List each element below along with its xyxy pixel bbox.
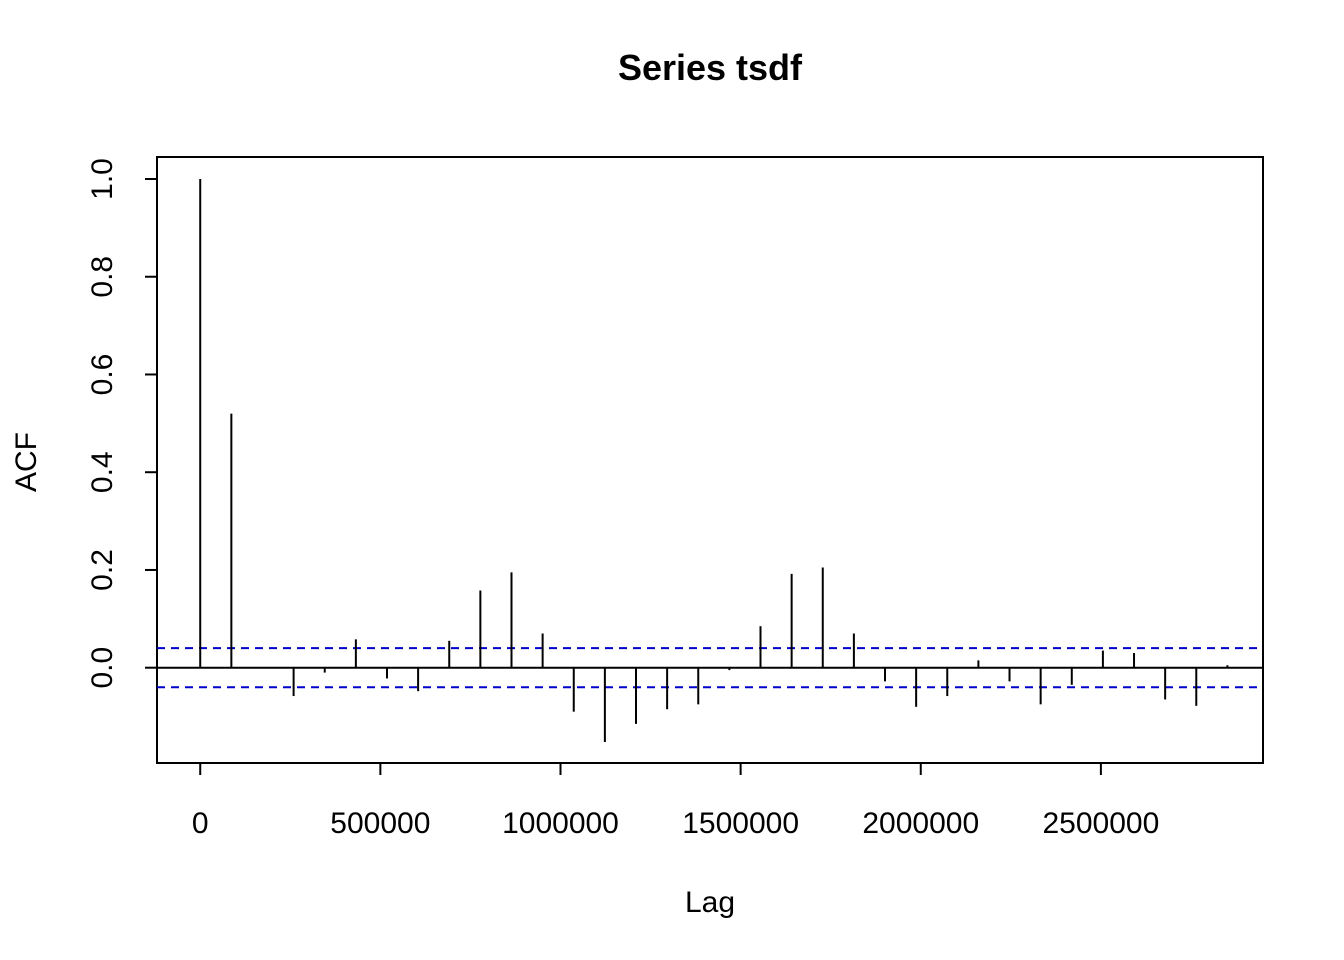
y-tick-label: 0.6 — [86, 354, 119, 396]
plot-area: 0 500000 1000000 1500000 2000000 2500000 0.0 0.… — [86, 156, 1264, 840]
y-tick-label: 0.8 — [86, 256, 119, 298]
y-axis-label: ACF — [10, 432, 43, 492]
x-tick-label: 0 — [192, 807, 209, 840]
x-tick-label: 500000 — [330, 807, 430, 840]
y-tick-label: 0.4 — [86, 451, 119, 493]
x-tick-label: 2000000 — [862, 807, 979, 840]
x-tick-label: 2500000 — [1042, 807, 1159, 840]
x-tick-label: 1000000 — [502, 807, 619, 840]
y-tick-label: 0.0 — [86, 647, 119, 689]
y-tick-label: 0.2 — [86, 549, 119, 591]
chart-title: Series tsdf — [618, 47, 803, 88]
x-axis-label: Lag — [685, 886, 735, 919]
x-tick-label: 1500000 — [682, 807, 799, 840]
y-tick-label: 1.0 — [86, 158, 119, 200]
plot-frame — [156, 156, 1264, 764]
